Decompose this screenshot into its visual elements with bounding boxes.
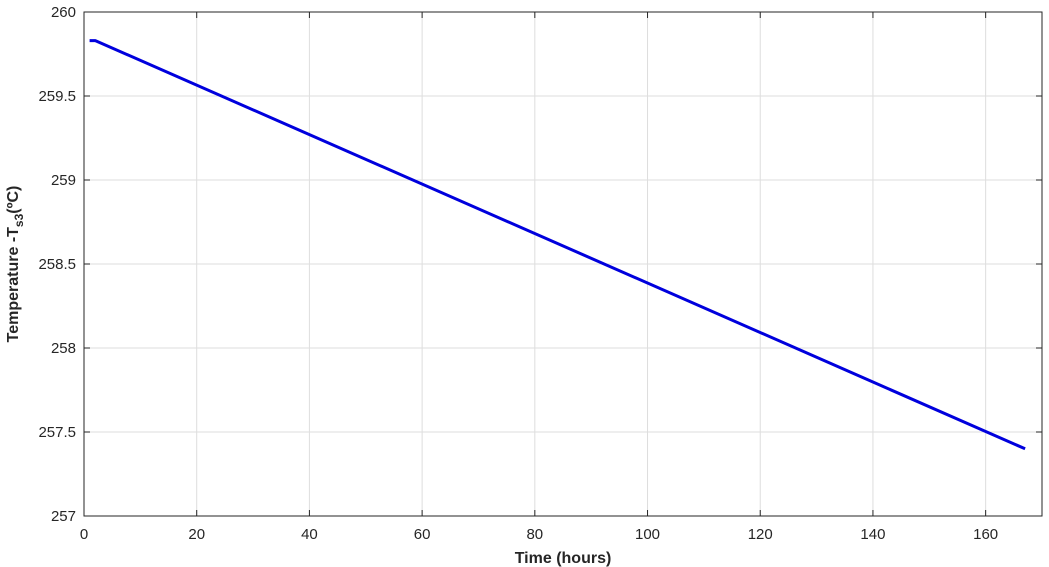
y-axis-title-unit: (ºC): [5, 186, 22, 214]
y-tick-label: 258.5: [38, 256, 76, 273]
y-tick-label: 258: [51, 340, 76, 357]
x-tick-label: 0: [80, 526, 88, 543]
x-tick-label: 80: [526, 526, 543, 543]
x-tick-label: 120: [748, 526, 773, 543]
y-tick-label: 260: [51, 4, 76, 21]
y-axis-title-main: Temperature -T: [5, 227, 22, 343]
x-tick-label: 140: [860, 526, 885, 543]
x-tick-label: 160: [973, 526, 998, 543]
y-axis-title-subscript: s3: [12, 213, 26, 227]
y-axis-title: Temperature -Ts3(ºC): [5, 186, 26, 343]
y-grid: [84, 95, 1042, 433]
series-layer: [89, 39, 1026, 451]
x-tick-label: 100: [635, 526, 660, 543]
x-axis-title: Time (hours): [515, 550, 612, 567]
x-tick-label: 60: [414, 526, 431, 543]
y-tick-label: 257: [51, 508, 76, 525]
x-tick-label: 20: [188, 526, 205, 543]
x-tick-label: 40: [301, 526, 318, 543]
y-tick-label: 259: [51, 172, 76, 189]
x-ticks: 0 20 40 60 80 100 120 140 160: [80, 12, 998, 543]
y-tick-label: 259.5: [38, 88, 76, 105]
y-tick-label: 257.5: [38, 424, 76, 441]
temperature-series-line: [89, 39, 1026, 451]
y-ticks: 257 257.5 258 258.5 259 259.5 260: [38, 4, 1042, 525]
